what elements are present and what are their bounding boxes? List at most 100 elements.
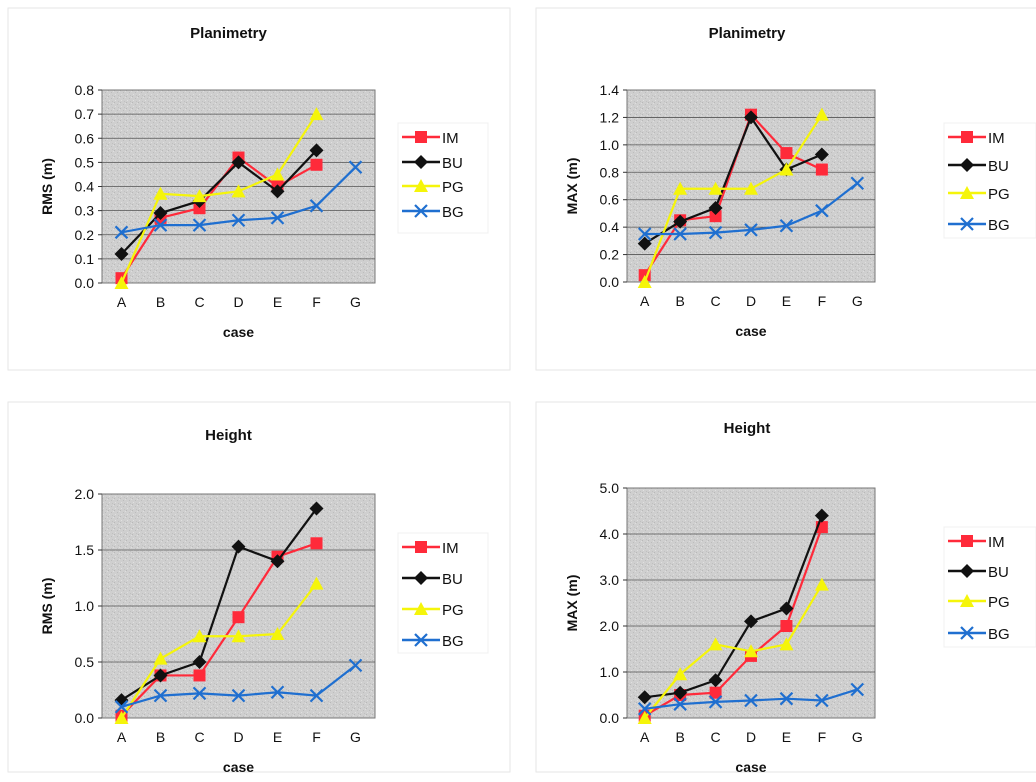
y-tick-label: 0.7: [75, 106, 95, 122]
series-pg: [114, 576, 324, 724]
legend-item-im: IM: [948, 534, 1005, 551]
x-tick-label: B: [675, 729, 684, 745]
series-line: [643, 114, 823, 283]
data-point: [231, 688, 246, 703]
y-tick-label: 5.0: [600, 480, 620, 496]
data-point: [270, 211, 285, 225]
data-point: [673, 667, 688, 681]
data-point: [192, 629, 207, 643]
data-point: [270, 685, 285, 700]
x-tick-label: C: [194, 294, 204, 310]
legend-marker: [960, 186, 974, 199]
x-tick-label: G: [852, 729, 863, 745]
data-point: [780, 147, 793, 160]
y-tick-label: 0.6: [600, 192, 620, 208]
x-tick-label: F: [312, 729, 321, 745]
x-tick-label: E: [782, 729, 791, 745]
data-point: [231, 184, 246, 198]
data-point: [153, 668, 168, 683]
legend-marker: [414, 204, 428, 218]
series-line: [644, 115, 823, 245]
x-tick-label: E: [273, 294, 282, 310]
y-tick-label: 0.8: [600, 164, 620, 180]
y-tick-label: 0.2: [600, 247, 620, 263]
data-point: [815, 163, 828, 176]
x-tick-label: B: [156, 729, 165, 745]
data-point: [310, 158, 323, 171]
y-tick-label: 0.8: [75, 82, 95, 98]
data-point: [309, 688, 324, 703]
legend-label: BG: [442, 633, 464, 650]
data-point: [309, 501, 324, 516]
legend-label: BU: [442, 155, 463, 172]
data-point: [192, 655, 207, 669]
x-tick-label: D: [746, 729, 756, 745]
series-pg: [114, 107, 324, 289]
data-point: [709, 686, 722, 699]
legend-box: [943, 122, 1036, 239]
legend-label: IM: [442, 540, 459, 557]
y-tick-label: 1.0: [75, 598, 95, 614]
data-point: [779, 218, 794, 233]
data-point: [673, 214, 688, 229]
y-tick-label: 1.0: [600, 137, 620, 153]
y-tick-label: 2.0: [600, 618, 620, 634]
y-tick-label: 1.2: [600, 109, 620, 125]
y-tick-label: 4.0: [600, 526, 620, 542]
data-point: [637, 702, 652, 716]
data-point: [348, 658, 363, 673]
y-axis-label: RMS (m): [39, 578, 55, 635]
data-point: [744, 693, 758, 708]
data-point: [193, 669, 206, 682]
y-tick-label: 3.0: [600, 572, 620, 588]
x-tick-label: A: [117, 729, 127, 745]
y-tick-label: 1.0: [600, 664, 620, 680]
data-point: [231, 155, 246, 170]
y-tick-label: 1.5: [75, 542, 95, 558]
data-point: [270, 167, 285, 181]
legend-label: IM: [988, 534, 1005, 551]
legend-label: PG: [442, 179, 464, 196]
x-tick-label: F: [818, 729, 827, 745]
legend-item-im: IM: [402, 130, 459, 147]
y-tick-label: 0.6: [75, 130, 95, 146]
legend-marker: [414, 179, 428, 192]
data-point: [708, 673, 723, 688]
legend-item-bu: BU: [402, 571, 463, 588]
data-point: [814, 577, 829, 591]
x-tick-label: A: [640, 293, 650, 309]
data-point: [348, 160, 363, 174]
legend: IM BU PG BG: [943, 526, 1036, 648]
legend-item-pg: PG: [948, 186, 1010, 203]
legend-item-bg: BG: [402, 633, 464, 650]
data-point: [637, 690, 652, 705]
data-point: [637, 227, 652, 241]
series-pg: [637, 107, 829, 288]
plot-area: [626, 487, 876, 719]
x-tick-label: A: [117, 294, 127, 310]
series-bg: [114, 160, 363, 240]
chart-title: Height: [724, 420, 771, 437]
data-point: [850, 176, 865, 191]
legend-marker: [960, 594, 974, 607]
legend: IM BU PG BG: [397, 532, 489, 654]
series-line: [120, 542, 317, 717]
legend-item-bg: BG: [948, 626, 1010, 643]
x-tick-label: B: [675, 293, 684, 309]
x-tick-label: D: [746, 293, 756, 309]
data-point: [744, 644, 758, 658]
legend-label: PG: [988, 594, 1010, 611]
x-tick-label: B: [156, 294, 165, 310]
legend-label: IM: [442, 130, 459, 147]
data-point: [744, 614, 758, 629]
legend-item-im: IM: [402, 540, 459, 557]
legend-item-pg: PG: [948, 594, 1010, 611]
y-tick-label: 0.1: [75, 251, 95, 267]
series-bg: [637, 682, 865, 716]
data-point: [637, 236, 652, 251]
data-point: [192, 686, 207, 701]
x-tick-label: C: [194, 729, 204, 745]
x-tick-label: E: [273, 729, 282, 745]
data-point: [708, 637, 723, 651]
y-axis-label: MAX (m): [564, 575, 580, 632]
